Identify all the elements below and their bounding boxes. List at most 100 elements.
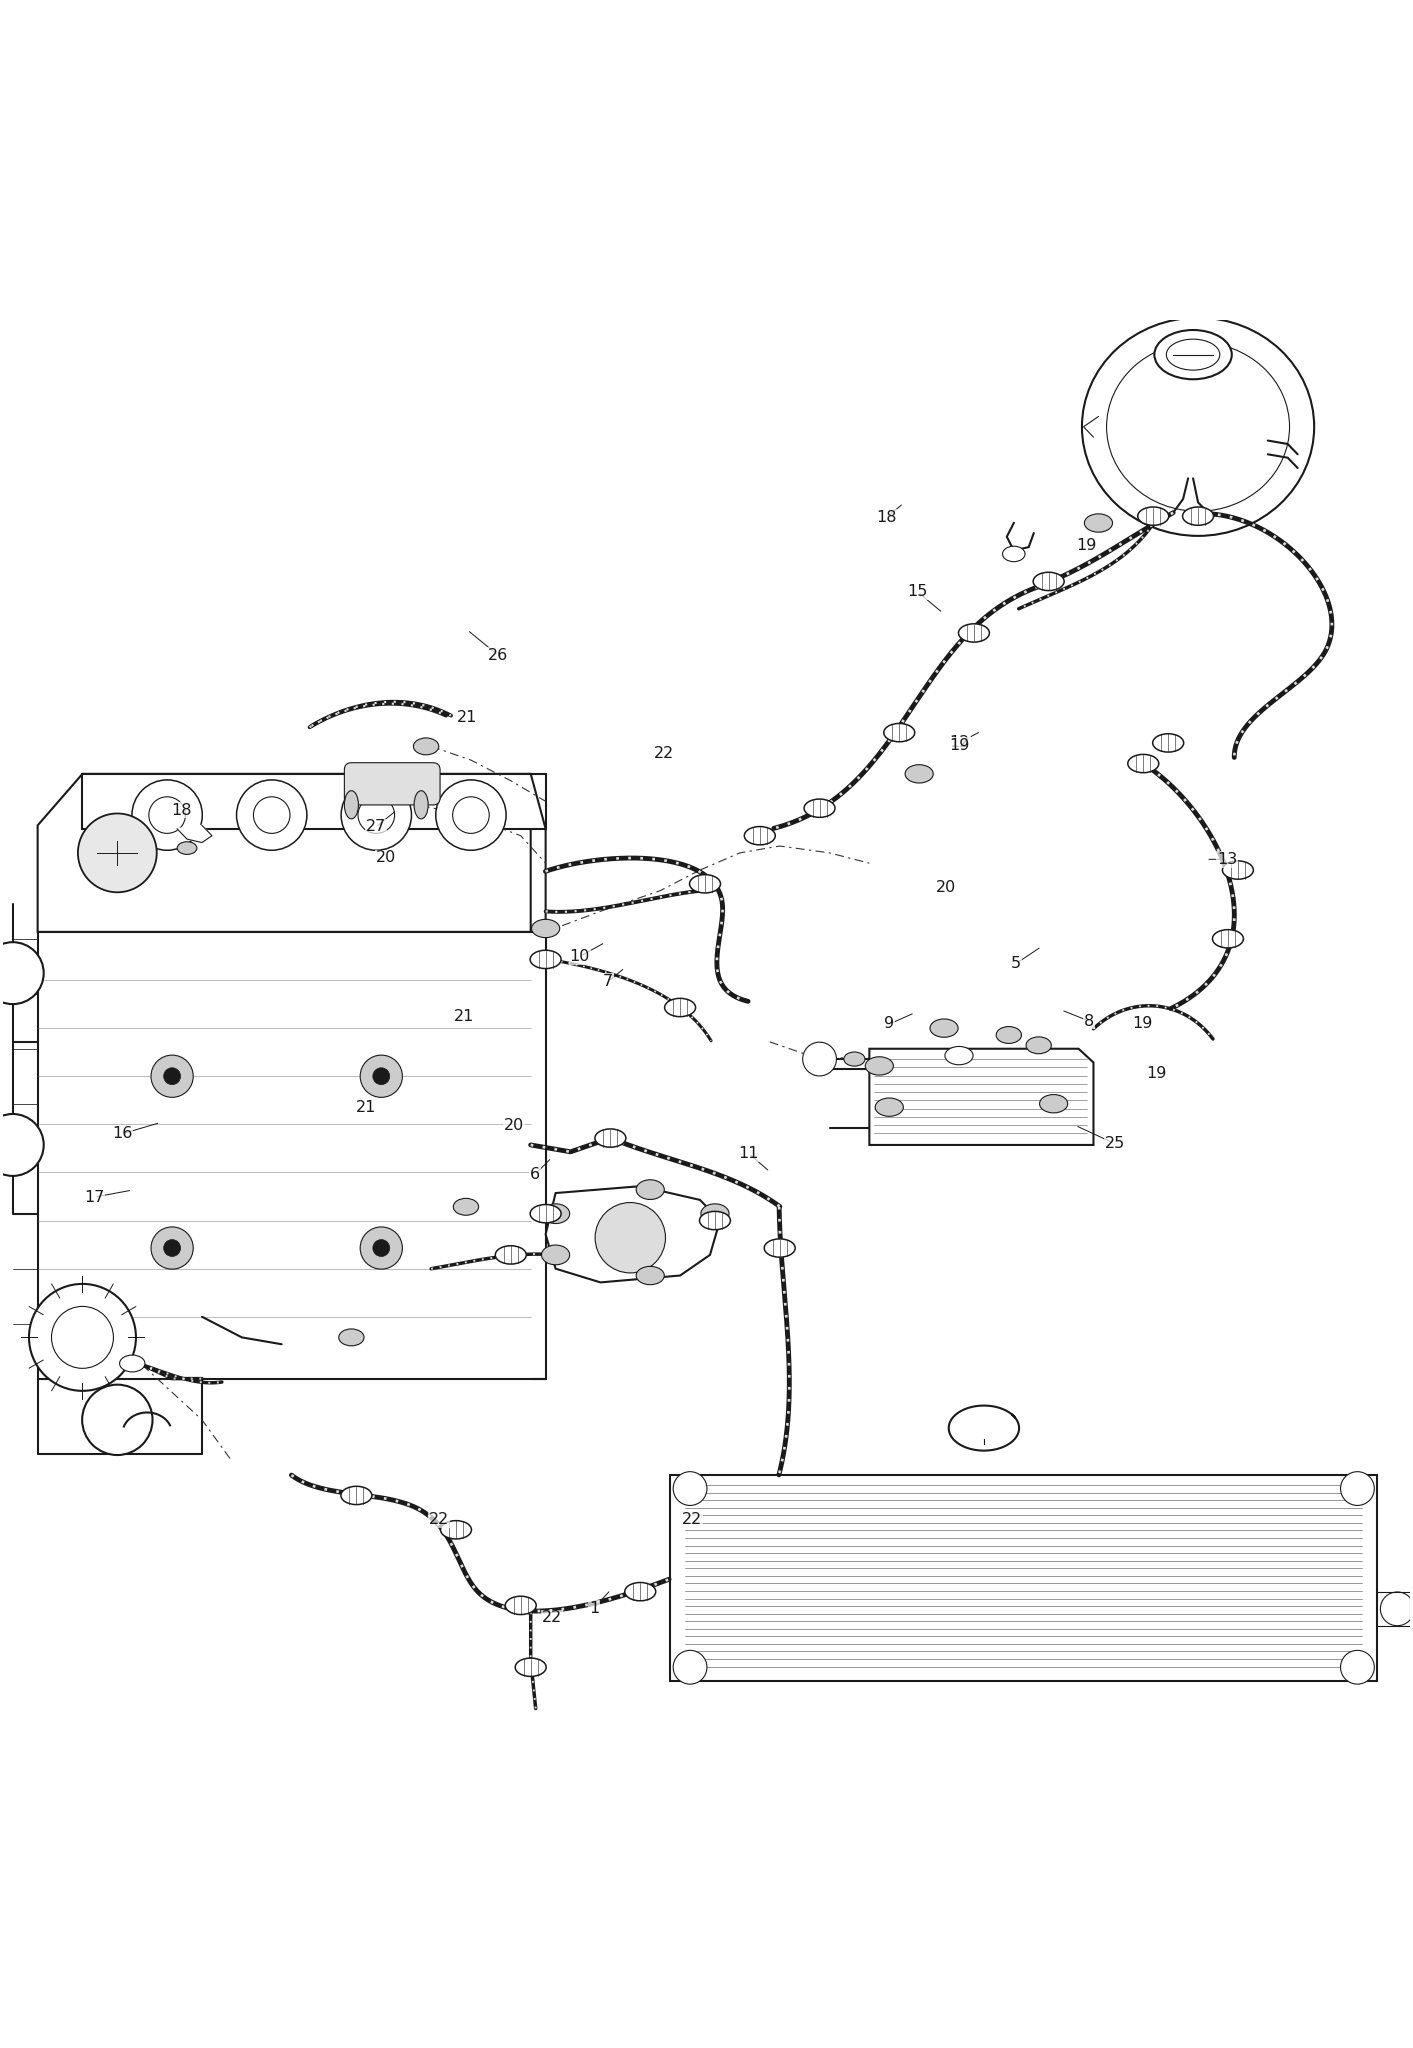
Circle shape — [164, 1067, 181, 1085]
Ellipse shape — [1003, 547, 1024, 561]
Text: 27: 27 — [366, 819, 386, 834]
Polygon shape — [38, 932, 545, 1378]
Ellipse shape — [341, 1487, 372, 1505]
Circle shape — [236, 780, 307, 850]
Circle shape — [803, 1042, 836, 1075]
Ellipse shape — [664, 997, 695, 1016]
Circle shape — [373, 1239, 390, 1257]
Ellipse shape — [701, 1204, 729, 1223]
Ellipse shape — [883, 723, 914, 741]
Ellipse shape — [454, 1198, 479, 1214]
Ellipse shape — [1212, 930, 1243, 948]
Polygon shape — [177, 825, 212, 842]
Text: 8: 8 — [1084, 1014, 1095, 1028]
Ellipse shape — [1153, 733, 1184, 752]
Text: 20: 20 — [376, 850, 396, 866]
Polygon shape — [1378, 1591, 1410, 1626]
Text: 7: 7 — [603, 975, 613, 989]
Text: 15: 15 — [907, 584, 928, 600]
Ellipse shape — [764, 1239, 796, 1257]
Ellipse shape — [541, 1204, 569, 1223]
Ellipse shape — [906, 764, 933, 782]
Ellipse shape — [506, 1595, 536, 1614]
Text: 26: 26 — [487, 647, 509, 664]
Circle shape — [435, 780, 506, 850]
Circle shape — [360, 1055, 403, 1098]
Ellipse shape — [496, 1245, 526, 1264]
Ellipse shape — [414, 791, 428, 819]
Text: 19: 19 — [1147, 1065, 1167, 1081]
Ellipse shape — [531, 920, 560, 938]
Ellipse shape — [945, 1047, 974, 1065]
Circle shape — [595, 1202, 666, 1274]
Text: 18: 18 — [876, 510, 897, 524]
Ellipse shape — [177, 842, 196, 854]
Circle shape — [373, 1067, 390, 1085]
Ellipse shape — [1137, 508, 1169, 524]
Ellipse shape — [1183, 508, 1214, 524]
Ellipse shape — [625, 1583, 656, 1602]
Ellipse shape — [865, 1057, 893, 1075]
Ellipse shape — [875, 1098, 903, 1116]
Text: 19: 19 — [1077, 539, 1096, 553]
Text: 19: 19 — [1133, 1016, 1153, 1032]
Ellipse shape — [441, 1522, 472, 1538]
Ellipse shape — [530, 1204, 561, 1223]
FancyBboxPatch shape — [345, 762, 439, 805]
Text: 13: 13 — [1217, 852, 1238, 866]
Text: 22: 22 — [430, 1511, 449, 1528]
Ellipse shape — [1128, 754, 1159, 772]
Ellipse shape — [1033, 571, 1064, 590]
Ellipse shape — [120, 1356, 146, 1372]
Circle shape — [673, 1651, 706, 1683]
Ellipse shape — [636, 1266, 664, 1284]
Text: 19: 19 — [950, 737, 971, 754]
Ellipse shape — [530, 950, 561, 969]
Text: 6: 6 — [530, 1167, 540, 1182]
Circle shape — [151, 1055, 194, 1098]
Text: 1: 1 — [589, 1602, 599, 1616]
Text: 12: 12 — [950, 735, 971, 750]
Ellipse shape — [595, 1128, 626, 1147]
Text: 17: 17 — [85, 1190, 105, 1204]
Circle shape — [673, 1473, 706, 1505]
Ellipse shape — [699, 1212, 731, 1229]
Text: 10: 10 — [569, 948, 591, 965]
Polygon shape — [670, 1475, 1378, 1681]
Text: 25: 25 — [1105, 1137, 1125, 1151]
Text: 21: 21 — [356, 1100, 376, 1114]
Ellipse shape — [1154, 330, 1232, 379]
Ellipse shape — [1082, 317, 1314, 537]
Text: 22: 22 — [682, 1511, 702, 1528]
Circle shape — [1341, 1651, 1375, 1683]
Ellipse shape — [1040, 1094, 1068, 1112]
Circle shape — [360, 1227, 403, 1270]
Polygon shape — [82, 774, 545, 829]
Text: 18: 18 — [171, 803, 192, 817]
Ellipse shape — [930, 1020, 958, 1036]
Circle shape — [78, 813, 157, 893]
Polygon shape — [545, 1186, 721, 1282]
Ellipse shape — [541, 1245, 569, 1266]
Ellipse shape — [844, 1053, 865, 1067]
Text: 21: 21 — [454, 1010, 475, 1024]
Ellipse shape — [339, 1329, 365, 1346]
Text: 20: 20 — [935, 881, 955, 895]
Ellipse shape — [1222, 860, 1253, 879]
Text: 20: 20 — [503, 1118, 524, 1133]
Circle shape — [82, 1384, 153, 1454]
Circle shape — [1341, 1473, 1375, 1505]
Text: 21: 21 — [456, 711, 478, 725]
Circle shape — [30, 1284, 136, 1391]
Ellipse shape — [958, 625, 989, 643]
Circle shape — [131, 780, 202, 850]
Text: 22: 22 — [541, 1610, 562, 1626]
Ellipse shape — [1084, 514, 1112, 532]
Ellipse shape — [745, 827, 776, 846]
Circle shape — [0, 1114, 44, 1176]
Circle shape — [151, 1227, 194, 1270]
Ellipse shape — [516, 1659, 547, 1677]
Polygon shape — [38, 774, 531, 932]
Ellipse shape — [1026, 1036, 1051, 1055]
Ellipse shape — [414, 737, 439, 756]
